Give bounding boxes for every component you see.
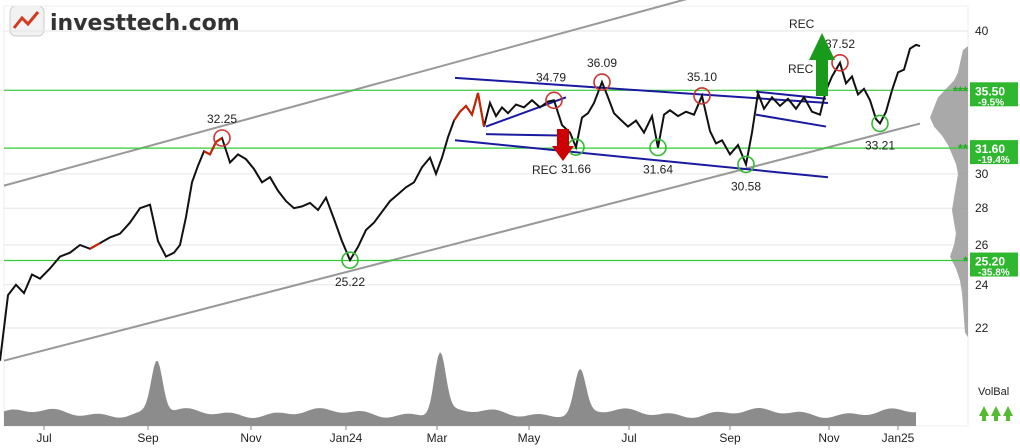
- x-tick-label: Nov: [240, 431, 261, 445]
- bottom-marker: [737, 155, 755, 174]
- x-tick-label: Sep: [137, 431, 159, 445]
- top-marker: [831, 53, 849, 72]
- overbought-segment: [203, 137, 223, 156]
- volume-profile-shape: [930, 46, 968, 338]
- trend-line: [454, 76, 829, 105]
- support-pct: -19.4%: [978, 155, 1010, 166]
- turning-point-label: 34.79: [536, 70, 566, 84]
- x-tick-label: Nov: [818, 431, 839, 445]
- y-axis: 40353028262422: [975, 24, 989, 335]
- support-pct: -35.8%: [978, 268, 1010, 279]
- x-tick-label: May: [518, 431, 541, 445]
- logo-arrow-icon: [12, 11, 40, 29]
- y-tick-label: 40: [975, 24, 989, 38]
- volume-area: [4, 352, 916, 426]
- x-axis: Jul Sep Nov Jan24 Mar May Jul Sep Nov Jan25: [36, 426, 915, 445]
- support-stars: *: [963, 254, 969, 269]
- volbal-up-arrows-icon: [979, 406, 1013, 421]
- x-tick-label: Jan25: [882, 431, 915, 445]
- y-tick-label: 26: [975, 238, 989, 252]
- support-resistance-lines: [4, 89, 968, 262]
- support-resistance-labels: 35.50-9.5% *** 31.60-19.4% ** 25.20-35.8% *: [953, 82, 1018, 279]
- support-label-box: [970, 252, 1018, 277]
- volume-profile: [930, 46, 968, 338]
- overbought-segment: [453, 92, 485, 127]
- support-value: 31.60: [975, 142, 1005, 156]
- turning-point-markers: 32.25 25.22 34.79 31.66 36.09 31.64 35.10 30.58…: [207, 37, 895, 289]
- support-value: 25.20: [975, 255, 1005, 269]
- top-marker: [593, 73, 611, 91]
- turning-point-label: 25.22: [335, 275, 365, 289]
- trend-line: [485, 96, 567, 128]
- y-tick-label: 24: [975, 278, 989, 292]
- bottom-marker: [649, 138, 667, 157]
- turning-point-label: 30.58: [731, 179, 761, 193]
- volbal-legend: VolBal: [978, 386, 1013, 421]
- trend-line: [755, 90, 827, 100]
- buy-signal-label-2: REC: [788, 62, 814, 76]
- support-label-box: [970, 140, 1018, 165]
- x-tick-label: Jan24: [330, 431, 363, 445]
- bottom-marker: [871, 114, 889, 133]
- top-marker: [545, 91, 563, 110]
- volume-balance-area: [4, 352, 916, 426]
- short-trend-lines: [454, 76, 829, 179]
- turning-point-label: 33.21: [865, 138, 895, 152]
- x-tick-label: Mar: [427, 431, 448, 445]
- channel-upper-line: [3, 0, 687, 187]
- y-tick-label: 22: [975, 321, 989, 335]
- y-tick-label: 30: [975, 167, 989, 181]
- signal-arrows: REC REC REC: [532, 17, 835, 177]
- turning-point-label: 37.52: [825, 37, 855, 51]
- support-stars: **: [958, 141, 969, 156]
- trend-line: [755, 113, 827, 128]
- trend-channel: [3, 0, 921, 362]
- support-value: 35.50: [975, 84, 1005, 98]
- y-tick-label: 28: [975, 201, 989, 215]
- trend-line: [485, 133, 567, 137]
- support-stars: ***: [953, 83, 969, 98]
- turning-point-label: 31.66: [561, 162, 591, 176]
- turning-point-label: 31.64: [643, 162, 673, 176]
- top-marker: [693, 87, 711, 105]
- trend-line: [454, 139, 829, 179]
- sell-signal-label: REC: [532, 163, 558, 177]
- brand-name: investtech.com: [50, 11, 240, 36]
- x-tick-label: Sep: [719, 431, 741, 445]
- overbought-segment: [89, 242, 101, 250]
- sell-arrow-icon: [552, 129, 574, 161]
- bottom-marker: [341, 251, 359, 269]
- price-series-line: [0, 43, 921, 361]
- buy-signal-label: REC: [789, 17, 815, 31]
- volbal-label: VolBal: [978, 386, 1009, 398]
- top-marker: [213, 129, 231, 147]
- channel-lower-line: [3, 122, 921, 362]
- x-tick-label: Jul: [36, 431, 51, 445]
- turning-point-label: 32.25: [207, 112, 237, 126]
- price-line: [0, 43, 921, 361]
- brand-logo: investtech.com: [9, 5, 240, 37]
- x-tick-label: Jul: [621, 431, 636, 445]
- support-pct: -9.5%: [978, 97, 1004, 108]
- turning-point-label: 36.09: [587, 56, 617, 70]
- support-label-box: [970, 82, 1018, 107]
- buy-arrow-icon: [809, 33, 835, 96]
- turning-point-label: 35.10: [687, 70, 717, 84]
